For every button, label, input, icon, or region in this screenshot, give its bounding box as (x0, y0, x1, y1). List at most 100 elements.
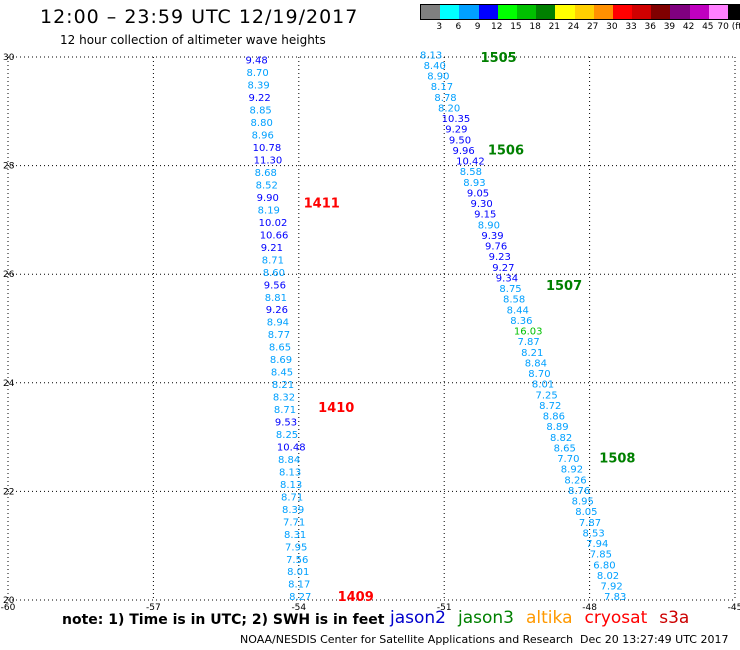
satellite-legend-jason2: jason2 (390, 608, 446, 628)
footer-note: note: 1) Time is in UTC; 2) SWH is in fe… (62, 612, 385, 628)
pass-time-label: 1409 (338, 590, 374, 605)
wave-height-value: 8.94 (267, 318, 289, 329)
wave-height-value: 7.87 (517, 337, 539, 348)
wave-height-value: 8.89 (546, 422, 568, 433)
y-tick-label: 20 (3, 596, 15, 606)
wave-height-value: 8.21 (521, 348, 543, 359)
wave-height-value: 8.86 (543, 412, 565, 423)
color-scale-tick: 18 (529, 22, 541, 32)
color-swatch (632, 5, 652, 19)
wave-height-value: 7.71 (283, 517, 305, 528)
wave-height-value: 8.92 (561, 465, 583, 476)
wave-height-value: 8.39 (282, 505, 304, 516)
footer-timestamp: Dec 20 13:27:49 UTC 2017 (580, 633, 729, 646)
y-tick-label: 22 (3, 487, 14, 497)
wave-height-value: 8.27 (289, 592, 311, 603)
pass-time-label: 1411 (304, 197, 340, 212)
pass-time-label: 1410 (318, 401, 354, 416)
color-scale-tick: 39 (663, 22, 676, 32)
wave-height-value: 7.56 (286, 555, 308, 566)
color-swatch (593, 5, 613, 19)
color-scale-tick: 15 (510, 22, 522, 32)
color-scale-tick: 24 (567, 22, 580, 32)
wave-height-value: 9.34 (496, 273, 518, 284)
wave-height-value: 7.85 (590, 550, 612, 561)
x-tick-label: -60 (1, 603, 16, 613)
wave-height-value: 9.48 (245, 56, 267, 67)
color-scale-tick: 45 (702, 22, 714, 32)
wave-height-value: 8.17 (288, 580, 310, 591)
wave-height-value: 7.92 (601, 582, 623, 593)
color-scale-tick: 36 (644, 22, 656, 32)
wave-height-value: 8.71 (274, 405, 296, 416)
wave-height-value: 8.82 (550, 433, 572, 444)
footer-credit: NOAA/NESDIS Center for Satellite Applica… (240, 633, 574, 646)
wave-height-value: 8.84 (525, 358, 547, 369)
wave-height-value: 9.27 (492, 263, 514, 274)
color-swatch (516, 5, 537, 19)
wave-height-value: 6.80 (593, 560, 615, 571)
satellite-legend-jason3: jason3 (458, 608, 514, 628)
y-tick-label: 26 (3, 270, 15, 280)
color-swatch (421, 5, 441, 19)
wave-height-value: 7.87 (579, 518, 601, 529)
x-tick-label: -48 (582, 603, 597, 613)
color-swatch (670, 5, 690, 19)
wave-height-value: 8.02 (597, 571, 619, 582)
color-scale-tick: 21 (548, 22, 561, 32)
color-scale-tick: 30 (606, 22, 618, 32)
wave-height-value: 8.85 (250, 106, 272, 117)
satellite-legend-altika: altika (526, 608, 573, 628)
color-swatch (728, 5, 740, 19)
wave-height-value: 9.96 (452, 146, 474, 157)
wave-height-value: 8.60 (263, 268, 285, 279)
wave-height-value: 8.26 (564, 475, 586, 486)
x-tick-label: -51 (437, 603, 452, 613)
wave-height-value: 8.77 (268, 330, 290, 341)
wave-height-value: 8.44 (507, 305, 529, 316)
wave-height-value: 8.81 (265, 293, 287, 304)
satellite-legend: jason2 jason3 altika cryosat s3a (390, 608, 701, 628)
wave-height-value: 8.78 (434, 93, 456, 104)
x-tick-label: -45 (728, 603, 740, 613)
wave-height-value: 8.58 (503, 295, 525, 306)
color-swatch (478, 5, 498, 19)
wave-height-value: 10.78 (253, 143, 282, 154)
color-swatch (440, 5, 460, 19)
wave-height-value: 10.48 (277, 442, 306, 453)
wave-height-value: 7.94 (586, 539, 608, 550)
y-tick-label: 28 (3, 162, 15, 172)
wave-height-value: 9.90 (257, 193, 279, 204)
color-swatch (651, 5, 671, 19)
wave-height-value: 8.95 (572, 497, 594, 508)
wave-height-value: 8.75 (499, 284, 521, 295)
pass-time-label: 1507 (546, 279, 582, 294)
wave-height-value: 8.13 (279, 467, 301, 478)
wave-height-value: 8.21 (272, 380, 294, 391)
wave-height-value: 9.05 (467, 188, 489, 199)
color-scale-swatches (420, 4, 740, 20)
wave-height-value: 9.76 (485, 242, 507, 253)
color-swatch (497, 5, 517, 19)
x-tick-label: -54 (291, 603, 306, 613)
pass-time-label: 1506 (488, 143, 524, 158)
wave-height-value: 9.26 (266, 305, 288, 316)
color-scale-tick: 70 (ft) (717, 22, 740, 32)
wave-height-value: 8.68 (255, 168, 277, 179)
wave-height-value: 10.42 (456, 157, 485, 168)
color-scale-tick: 33 (625, 22, 637, 32)
wave-height-value: 8.58 (460, 167, 482, 178)
wave-height-value: 8.71 (262, 255, 284, 266)
wave-height-value: 8.45 (271, 368, 293, 379)
wave-height-value: 9.56 (264, 280, 286, 291)
wave-height-value: 9.53 (275, 418, 297, 429)
wave-height-value: 8.80 (251, 118, 273, 129)
chart-subtitle: 12 hour collection of altimeter wave hei… (60, 33, 326, 47)
wave-height-value: 7.83 (604, 592, 626, 603)
wave-height-value: 9.30 (471, 199, 493, 210)
wave-height-value: 11.30 (254, 156, 283, 167)
wave-height-value: 8.31 (284, 530, 306, 541)
color-swatch (536, 5, 556, 19)
